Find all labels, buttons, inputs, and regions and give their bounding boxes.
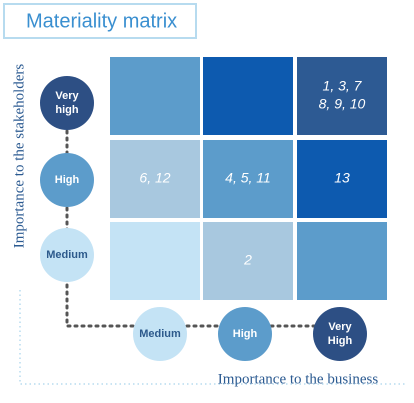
x-level-circle (313, 307, 367, 361)
x-axis-label: Importance to the business (218, 371, 379, 387)
x-level-label: Very High (328, 321, 353, 347)
x-level-circle (133, 307, 187, 361)
matrix-cell (110, 57, 200, 135)
y-level-label: Very high (55, 90, 79, 116)
x-level-circle (218, 307, 272, 361)
cell-label: 6, 12 (139, 170, 170, 186)
matrix-cell (297, 57, 387, 135)
y-level-circle (40, 153, 94, 207)
cell-label: 8, 9, 10 (319, 96, 366, 112)
x-level-label: Medium (139, 328, 181, 340)
matrix-cell (110, 222, 200, 300)
cell-label: 4, 5, 11 (225, 170, 271, 186)
cell-label: 13 (334, 170, 350, 186)
title: Materiality matrix (26, 10, 177, 32)
matrix-cell (297, 140, 387, 218)
matrix-cell (203, 57, 293, 135)
cell-label: 1, 3, 7 (323, 78, 363, 94)
y-axis-label: Importance to the stakeholders (11, 64, 27, 249)
y-level-label: High (55, 174, 80, 186)
matrix-cell (203, 140, 293, 218)
title-box (3, 3, 197, 39)
x-level-label: High (233, 328, 258, 340)
y-level-circle (40, 76, 94, 130)
matrix-cell (203, 222, 293, 300)
y-level-circle (40, 228, 94, 282)
cell-label: 2 (243, 252, 252, 268)
matrix-cell (297, 222, 387, 300)
matrix-cell (110, 140, 200, 218)
y-level-label: Medium (46, 249, 88, 261)
